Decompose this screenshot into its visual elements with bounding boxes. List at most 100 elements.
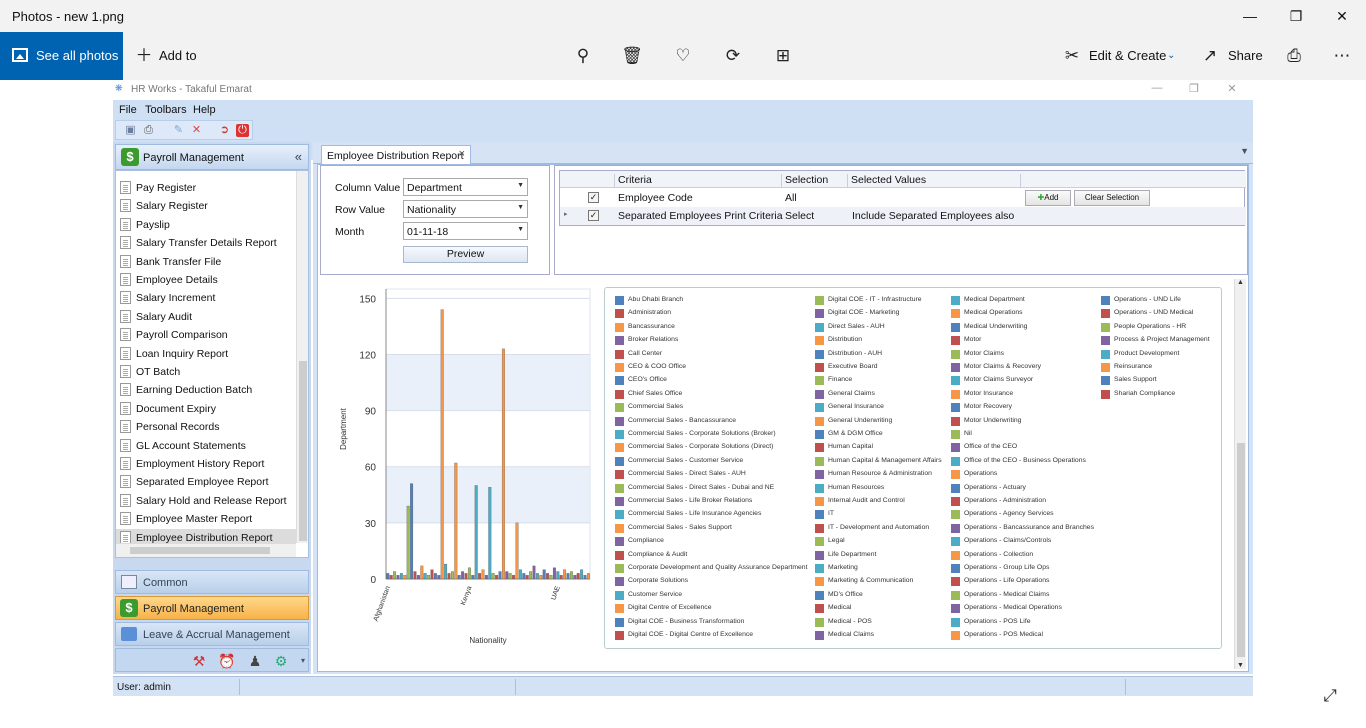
legend-swatch — [1101, 309, 1110, 319]
tab-dropdown-icon[interactable]: ▼ — [1240, 146, 1249, 156]
trash-icon[interactable]: 🗑 — [621, 46, 643, 65]
document-icon — [120, 199, 131, 213]
y-tick-label: 150 — [359, 294, 376, 305]
edit-icon[interactable]: ✎ — [173, 124, 184, 136]
grid-row[interactable]: ▸ ✓ Separated Employees Print Criteria S… — [560, 207, 1246, 225]
report-list-item[interactable]: Document Expiry — [116, 400, 296, 418]
legend-label: Motor Claims Surveyor — [964, 376, 1034, 384]
legend-swatch — [615, 443, 624, 453]
print-icon[interactable]: ⎙ — [144, 124, 153, 136]
user-icon[interactable]: ♟ — [248, 653, 262, 669]
collapse-icon[interactable]: « — [294, 149, 302, 164]
fullscreen-icon[interactable]: ⤢ — [1323, 686, 1337, 705]
app-close-button[interactable]: ✕ — [1227, 83, 1237, 95]
app-minimize-button[interactable]: — — [1151, 82, 1163, 94]
see-all-photos-button[interactable]: See all photos — [0, 32, 123, 80]
document-area: Employee Distribution Report × ▼ Column … — [313, 142, 1253, 674]
report-list-item[interactable]: Salary Increment — [116, 289, 296, 307]
selection-grid: Criteria Selection Selected Values ✓ Emp… — [559, 170, 1246, 226]
legend-label: People Operations - HR — [1114, 322, 1187, 330]
report-label: Employee Distribution Report — [136, 531, 273, 544]
heart-icon[interactable]: ♡ — [675, 46, 691, 65]
report-list-item[interactable]: Payroll Comparison — [116, 326, 296, 344]
report-list-item[interactable]: Salary Transfer Details Report — [116, 234, 296, 252]
crop-icon[interactable]: ⊞ — [775, 46, 791, 65]
row-checkbox[interactable]: ✓ — [588, 210, 599, 221]
report-list-item[interactable]: Loan Inquiry Report — [116, 345, 296, 363]
tab-employee-distribution-report[interactable]: Employee Distribution Report × — [321, 145, 471, 165]
app-restore-button[interactable]: ❐ — [1189, 83, 1199, 95]
column-value-label: Column Value — [335, 182, 401, 194]
clear-selection-button[interactable]: Clear Selection — [1074, 190, 1150, 206]
scroll-thumb[interactable] — [1237, 443, 1245, 657]
report-list-item[interactable]: Salary Register — [116, 197, 296, 215]
share-button[interactable]: Share — [1228, 48, 1263, 63]
report-list-item[interactable]: Salary Audit — [116, 308, 296, 326]
print-icon[interactable]: ⎙ — [1287, 46, 1301, 65]
bar — [484, 575, 488, 580]
report-list-item[interactable]: OT Batch — [116, 363, 296, 381]
month-combo[interactable]: 01-11-18 ▼ — [403, 222, 528, 240]
scroll-up-icon[interactable]: ▲ — [1237, 279, 1244, 286]
legend-label: Legal — [828, 537, 845, 545]
preview-button[interactable]: Preview — [403, 246, 528, 263]
report-list-scrollbar[interactable] — [296, 171, 308, 543]
alarm-clock-icon[interactable]: ⏰ — [218, 653, 236, 669]
edit-create-button[interactable]: Edit & Create — [1089, 48, 1167, 63]
report-list-item[interactable]: Separated Employee Report — [116, 473, 296, 491]
report-list-hscrollbar[interactable] — [116, 543, 296, 557]
row-value-combo[interactable]: Nationality ▼ — [403, 200, 528, 218]
menu-toolbars[interactable]: Toolbars — [145, 104, 187, 116]
report-list-item[interactable]: Employee Master Report — [116, 510, 296, 528]
maximize-button[interactable]: ❐ — [1289, 8, 1303, 24]
edit-create-icon[interactable]: ✂ — [1064, 46, 1080, 65]
report-list-item[interactable]: Bank Transfer File — [116, 253, 296, 271]
report-list-item[interactable]: Pay Register — [116, 179, 296, 197]
legend-swatch — [815, 523, 824, 533]
dropdown-icon[interactable]: ▾ — [300, 656, 305, 665]
minimize-button[interactable]: — — [1243, 8, 1257, 24]
menu-help[interactable]: Help — [193, 104, 216, 116]
report-list-item[interactable]: Employee Details — [116, 271, 296, 289]
report-list-item[interactable]: Employment History Report — [116, 455, 296, 473]
legend-label: Operations - Agency Services — [964, 510, 1054, 518]
grid-row[interactable]: ✓ Employee Code All ✚Add Clear Selection — [560, 189, 1246, 207]
tools-icon[interactable]: ⚒ — [192, 653, 206, 669]
report-list-item[interactable]: Payslip — [116, 216, 296, 234]
delete-icon[interactable]: ✕ — [191, 124, 202, 136]
add-button[interactable]: ✚Add — [1025, 190, 1071, 206]
scroll-thumb[interactable] — [299, 361, 307, 541]
nav-common[interactable]: Common — [115, 570, 309, 594]
save-icon[interactable]: ▣ — [125, 124, 136, 136]
menu-file[interactable]: File — [119, 104, 137, 116]
chevron-down-icon[interactable]: ⌄ — [1167, 50, 1176, 61]
bar — [580, 569, 584, 580]
hscroll-thumb[interactable] — [130, 547, 270, 554]
exit-icon[interactable]: ➲ — [219, 124, 230, 136]
rotate-icon[interactable]: ⟳ — [725, 46, 741, 65]
bar — [576, 573, 580, 580]
report-list-item[interactable]: Earning Deduction Batch — [116, 381, 296, 399]
report-scrollbar[interactable]: ▲ ▼ — [1234, 279, 1246, 669]
row-checkbox[interactable]: ✓ — [588, 192, 599, 203]
plus-icon[interactable]: ＋ — [135, 46, 153, 65]
report-list-item[interactable]: Personal Records — [116, 418, 296, 436]
nav-payroll-management[interactable]: $ Payroll Management — [115, 596, 309, 620]
share-icon[interactable]: ↗ — [1202, 46, 1218, 65]
settings-icon[interactable]: ⚙ — [274, 653, 288, 669]
power-icon[interactable]: ⏻ — [236, 124, 249, 137]
add-to-button[interactable]: Add to — [159, 48, 197, 63]
close-button[interactable]: ✕ — [1336, 8, 1348, 24]
close-tab-icon[interactable]: × — [458, 148, 465, 160]
legend-swatch — [951, 631, 960, 640]
more-icon[interactable]: ⋯ — [1333, 46, 1351, 65]
legend-label: Medical Operations — [964, 309, 1023, 317]
zoom-icon[interactable]: ⚲ — [576, 46, 590, 65]
window-title: Photos - new 1.png — [12, 9, 125, 24]
column-value-combo[interactable]: Department ▼ — [403, 178, 528, 196]
report-list-item[interactable]: GL Account Statements — [116, 437, 296, 455]
report-list-item[interactable]: Salary Hold and Release Report — [116, 492, 296, 510]
nav-leave-accrual[interactable]: Leave & Accrual Management — [115, 622, 309, 646]
scroll-down-icon[interactable]: ▼ — [1237, 662, 1244, 669]
nav-common-label: Common — [143, 577, 188, 589]
